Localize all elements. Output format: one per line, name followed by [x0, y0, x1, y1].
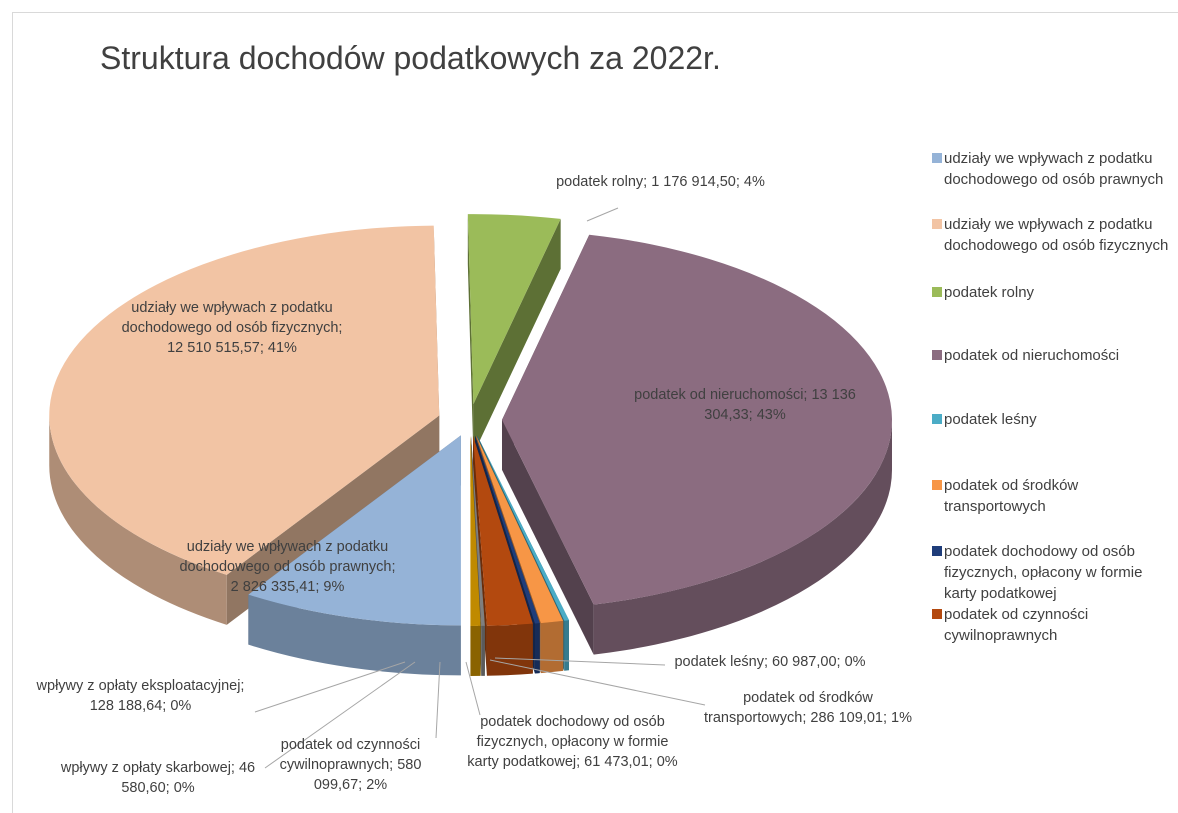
legend-entry: podatek rolny [932, 282, 1169, 303]
leader-line [489, 659, 706, 706]
legend-label: udziały we wpływach z podatku dochodoweg… [944, 216, 1169, 254]
slice-top [475, 435, 540, 624]
legend-label: podatek od nieruchomości [944, 347, 1120, 364]
slice-wall [486, 623, 533, 676]
legend-swatch [932, 609, 942, 619]
chart [49, 207, 892, 769]
data-label: podatek od nieruchomości; 13 136 304,33;… [634, 387, 856, 423]
data-label: wpływy z opłaty eksploatacyjnej; 128 188… [36, 678, 245, 714]
legend-label: udziały we wpływach z podatku dochodoweg… [944, 150, 1164, 188]
data-label: wpływy z opłaty skarbowej; 46 580,60; 0% [60, 760, 256, 796]
legend-entry: udziały we wpływach z podatku dochodoweg… [932, 214, 1169, 256]
legend-label: podatek od środków transportowych [944, 477, 1079, 515]
slice-top [467, 214, 561, 405]
slice-wall [49, 415, 227, 625]
slice-top [470, 435, 485, 626]
leader-line [264, 661, 416, 769]
legend-label: podatek rolny [944, 284, 1035, 301]
slice-top [473, 435, 533, 626]
slice-wall [470, 625, 481, 676]
slice [501, 234, 892, 655]
data-label: udziały we wpływach z podatku dochodoweg… [121, 300, 343, 356]
legend-entry: podatek od środków transportowych [932, 475, 1169, 517]
slice-top [476, 435, 564, 624]
slice-side [467, 214, 474, 455]
legend-swatch [932, 480, 942, 490]
legend-entry: podatek dochodowy od osób fizycznych, op… [932, 541, 1169, 604]
data-label: podatek od środków transportowych; 286 1… [704, 690, 912, 726]
slice-wall [248, 594, 461, 676]
slice-wall [481, 625, 485, 676]
legend-label: podatek od czynności cywilnoprawnych [944, 606, 1089, 644]
legend-entry: podatek leśny [932, 409, 1169, 430]
legend-swatch [932, 546, 942, 556]
slice-wall [564, 620, 569, 671]
data-label: podatek dochodowy od osób fizycznych, op… [467, 714, 678, 770]
slice-top [501, 234, 892, 605]
slice-wall [593, 419, 892, 655]
chart-frame [12, 12, 1178, 813]
slice [470, 435, 481, 676]
legend-entry: podatek od nieruchomości [932, 345, 1169, 366]
legend-label: podatek dochodowy od osób fizycznych, op… [944, 543, 1143, 602]
slice-top [470, 435, 481, 626]
legend-swatch [932, 350, 942, 360]
data-label: podatek od czynności cywilnoprawnych; 58… [279, 737, 422, 793]
slice [473, 435, 533, 676]
slice-wall [534, 623, 540, 674]
page: Struktura dochodów podatkowych za 2022r.… [12, 12, 1178, 813]
legend-swatch [932, 219, 942, 229]
legend-entry: podatek od czynności cywilnoprawnych [932, 604, 1169, 646]
slice-wall [540, 620, 564, 674]
leader-line [586, 207, 619, 222]
slice [49, 225, 440, 625]
leader-line [435, 661, 441, 739]
legend-swatch [932, 153, 942, 163]
legend-entry: udziały we wpływach z podatku dochodoweg… [932, 148, 1169, 190]
slice-side [473, 218, 561, 455]
data-label: podatek leśny; 60 987,00; 0% [674, 654, 866, 670]
slice-top [49, 225, 440, 575]
data-label: udziały we wpływach z podatku dochodoweg… [179, 539, 396, 595]
data-label: podatek rolny; 1 176 914,50; 4% [556, 174, 765, 190]
leader-line [494, 657, 666, 666]
chart-title: Struktura dochodów podatkowych za 2022r. [100, 40, 721, 76]
legend-swatch [932, 287, 942, 297]
slice-top [477, 435, 569, 621]
legend-label: podatek leśny [944, 411, 1037, 428]
slice [248, 435, 461, 676]
legend-swatch [932, 414, 942, 424]
slice-top [248, 435, 461, 626]
leader-line [254, 661, 406, 713]
slice-side [501, 419, 594, 655]
slice [467, 214, 561, 455]
leader-line [465, 661, 481, 716]
